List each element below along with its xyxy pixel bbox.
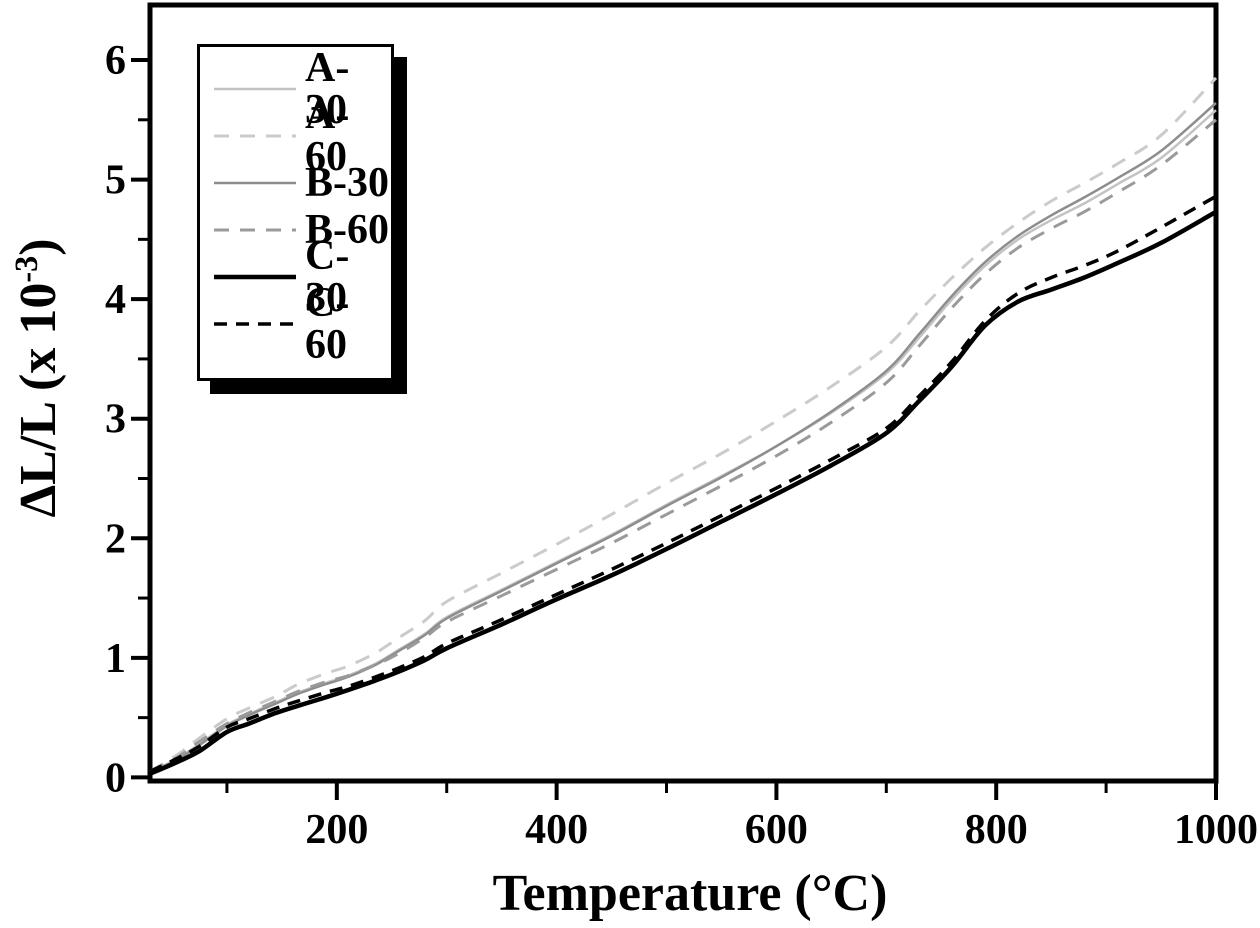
series-line-a-60 [149, 76, 1218, 773]
y-tick-label: 0 [105, 755, 126, 801]
y-tick-label: 1 [105, 636, 126, 682]
series-line-c-30 [149, 209, 1218, 776]
legend-item-b-30: B-30 [200, 159, 391, 206]
y-tick-label: 6 [105, 38, 126, 84]
legend-line-sample [214, 181, 296, 184]
y-tick-label: 2 [105, 516, 126, 562]
legend-label: C-30 [305, 232, 350, 321]
series-line-b-30 [149, 102, 1217, 774]
y-tick-label: 4 [105, 277, 126, 323]
legend-label: B-30 [305, 159, 389, 206]
x-tick-label: 200 [305, 807, 368, 853]
y-tick-label: 3 [105, 397, 126, 443]
y-axis-label-close: ) [10, 238, 68, 256]
y-axis-label-base: ΔL/L (x 10 [10, 282, 68, 518]
plot-frame [147, 2, 1219, 784]
legend-line-sample [214, 321, 296, 326]
series-line-b-60 [149, 118, 1217, 773]
legend-line-sample [214, 274, 296, 279]
series-line-c-60 [149, 194, 1217, 773]
legend-item-c-30: C-30 [200, 235, 391, 319]
legend-label: B-60 [305, 206, 389, 253]
y-tick-label: 5 [105, 158, 126, 204]
legend-item-a-30: A-30 [200, 47, 391, 131]
x-axis-label: Temperature (°C) [492, 865, 888, 922]
legend-label: A-30 [305, 44, 350, 133]
legend-item-c-60: C-60 [200, 282, 391, 366]
x-tick-label: 1000 [1174, 807, 1258, 853]
legend-line-sample [214, 87, 296, 90]
x-tick-label: 400 [525, 807, 588, 853]
legend-line-sample [214, 134, 296, 137]
legend-item-b-60: B-60 [200, 206, 391, 253]
legend-line-sample [214, 228, 296, 231]
chart-legend: A-30 A-60 B-30 B-60 C-30 C-60 [197, 44, 394, 381]
x-tick-label: 600 [745, 807, 808, 853]
x-tick-label: 800 [965, 807, 1028, 853]
legend-item-a-60: A-60 [200, 94, 391, 178]
legend-label: A-60 [305, 91, 350, 180]
y-axis-label: ΔL/L (x 10-3) [8, 238, 68, 517]
legend-label: C-60 [305, 279, 350, 368]
y-axis-label-superscript: -3 [7, 255, 44, 283]
